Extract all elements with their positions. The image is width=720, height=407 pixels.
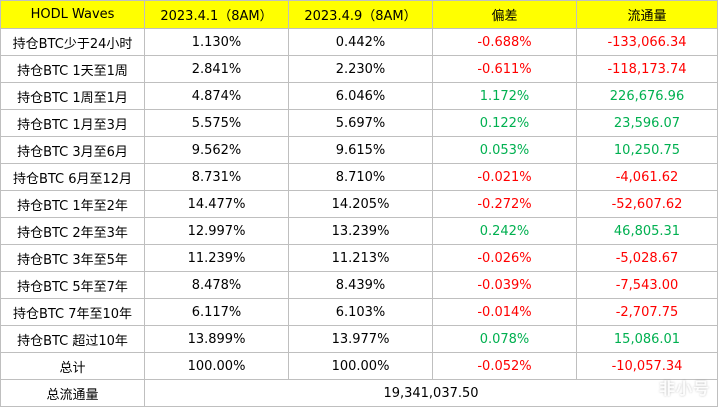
row-deviation: -0.021% bbox=[432, 163, 577, 191]
row-label: 持仓BTC 1周至1月 bbox=[0, 82, 145, 110]
row-value-date-2: 8.439% bbox=[288, 271, 433, 299]
row-deviation: -0.688% bbox=[432, 28, 577, 56]
row-value-date-1: 6.117% bbox=[144, 298, 289, 326]
row-value-date-2: 11.213% bbox=[288, 244, 433, 272]
row-value-date-1: 8.731% bbox=[144, 163, 289, 191]
table-row: 持仓BTC 2年至3年 12.997% 13.239% 0.242% 46,805.31 bbox=[0, 217, 718, 245]
row-value-date-1: 12.997% bbox=[144, 217, 289, 245]
row-value-date-2: 6.103% bbox=[288, 298, 433, 326]
table-row: 总计 100.00% 100.00% -0.052% -10,057.34 bbox=[0, 352, 718, 380]
row-deviation: -0.272% bbox=[432, 190, 577, 218]
row-circulation: -10,057.34 bbox=[576, 352, 718, 380]
row-value-date-2: 14.205% bbox=[288, 190, 433, 218]
row-value-date-2: 2.230% bbox=[288, 55, 433, 83]
table-row: 持仓BTC 3年至5年 11.239% 11.213% -0.026% -5,028.6… bbox=[0, 244, 718, 272]
row-value-date-2: 9.615% bbox=[288, 136, 433, 164]
header-row: HODL Waves 2023.4.1（8AM） 2023.4.9（8AM） 偏… bbox=[0, 0, 718, 29]
row-circulation: -7,543.00 bbox=[576, 271, 718, 299]
row-label: 持仓BTC 1天至1周 bbox=[0, 55, 145, 83]
row-circulation: -5,028.67 bbox=[576, 244, 718, 272]
row-label: 持仓BTC 5年至7年 bbox=[0, 271, 145, 299]
row-circulation: 15,086.01 bbox=[576, 325, 718, 353]
row-value-date-1: 100.00% bbox=[144, 352, 289, 380]
total-supply-value: 19,341,037.50 bbox=[144, 379, 718, 407]
table-row: 持仓BTC 7年至10年 6.117% 6.103% -0.014% -2,707.75 bbox=[0, 298, 718, 326]
row-label: 持仓BTC 1月至3月 bbox=[0, 109, 145, 137]
row-value-date-1: 8.478% bbox=[144, 271, 289, 299]
row-circulation: -52,607.62 bbox=[576, 190, 718, 218]
row-value-date-2: 0.442% bbox=[288, 28, 433, 56]
row-deviation: 0.078% bbox=[432, 325, 577, 353]
row-value-date-1: 14.477% bbox=[144, 190, 289, 218]
row-value-date-1: 11.239% bbox=[144, 244, 289, 272]
row-value-date-1: 9.562% bbox=[144, 136, 289, 164]
row-value-date-2: 100.00% bbox=[288, 352, 433, 380]
table-row: 持仓BTC 1年至2年 14.477% 14.205% -0.272% -52,607.… bbox=[0, 190, 718, 218]
watermark-text: 非小号 bbox=[658, 379, 710, 398]
row-label: 持仓BTC 2年至3年 bbox=[0, 217, 145, 245]
row-label: 持仓BTC 3年至5年 bbox=[0, 244, 145, 272]
row-value-date-2: 13.977% bbox=[288, 325, 433, 353]
row-deviation: -0.039% bbox=[432, 271, 577, 299]
header-hodl-waves: HODL Waves bbox=[0, 0, 145, 29]
row-circulation: 10,250.75 bbox=[576, 136, 718, 164]
table-row: 持仓BTC 1月至3月 5.575% 5.697% 0.122% 23,596.07 bbox=[0, 109, 718, 137]
row-label: 持仓BTC少于24小时 bbox=[0, 28, 145, 56]
header-date-2: 2023.4.9（8AM） bbox=[288, 0, 433, 29]
row-circulation: 226,676.96 bbox=[576, 82, 718, 110]
row-value-date-1: 5.575% bbox=[144, 109, 289, 137]
header-deviation: 偏差 bbox=[432, 0, 577, 29]
row-label: 总计 bbox=[0, 352, 145, 380]
table-row: 持仓BTC 5年至7年 8.478% 8.439% -0.039% -7,543.00 bbox=[0, 271, 718, 299]
total-supply-label: 总流通量 bbox=[0, 379, 145, 407]
table-row: 持仓BTC 6月至12月 8.731% 8.710% -0.021% -4,061.62 bbox=[0, 163, 718, 191]
table-row: 持仓BTC 1天至1周 2.841% 2.230% -0.611% -118,173.7… bbox=[0, 55, 718, 83]
row-deviation: -0.014% bbox=[432, 298, 577, 326]
row-label: 持仓BTC 3月至6月 bbox=[0, 136, 145, 164]
header-date-1: 2023.4.1（8AM） bbox=[144, 0, 289, 29]
header-circulation: 流通量 bbox=[576, 0, 718, 29]
total-supply-row: 总流通量 19,341,037.50 bbox=[0, 379, 718, 407]
row-deviation: 0.053% bbox=[432, 136, 577, 164]
row-value-date-2: 5.697% bbox=[288, 109, 433, 137]
table-body: 持仓BTC少于24小时 1.130% 0.442% -0.688% -133,066.3… bbox=[0, 28, 718, 380]
row-circulation: 46,805.31 bbox=[576, 217, 718, 245]
row-circulation: -4,061.62 bbox=[576, 163, 718, 191]
row-deviation: 0.122% bbox=[432, 109, 577, 137]
row-value-date-1: 13.899% bbox=[144, 325, 289, 353]
row-label: 持仓BTC 超过10年 bbox=[0, 325, 145, 353]
row-value-date-2: 6.046% bbox=[288, 82, 433, 110]
row-label: 持仓BTC 7年至10年 bbox=[0, 298, 145, 326]
watermark: 非小号 bbox=[636, 375, 710, 399]
row-circulation: 23,596.07 bbox=[576, 109, 718, 137]
row-circulation: -2,707.75 bbox=[576, 298, 718, 326]
row-label: 持仓BTC 1年至2年 bbox=[0, 190, 145, 218]
row-label: 持仓BTC 6月至12月 bbox=[0, 163, 145, 191]
table-row: 持仓BTC少于24小时 1.130% 0.442% -0.688% -133,066.3… bbox=[0, 28, 718, 56]
table-row: 持仓BTC 超过10年 13.899% 13.977% 0.078% 15,086.01 bbox=[0, 325, 718, 353]
table-row: 持仓BTC 1周至1月 4.874% 6.046% 1.172% 226,676.96 bbox=[0, 82, 718, 110]
watermark-logo-icon bbox=[636, 380, 655, 394]
row-value-date-1: 4.874% bbox=[144, 82, 289, 110]
row-deviation: -0.611% bbox=[432, 55, 577, 83]
row-deviation: -0.026% bbox=[432, 244, 577, 272]
row-value-date-1: 1.130% bbox=[144, 28, 289, 56]
table-row: 持仓BTC 3月至6月 9.562% 9.615% 0.053% 10,250.75 bbox=[0, 136, 718, 164]
row-value-date-1: 2.841% bbox=[144, 55, 289, 83]
row-value-date-2: 8.710% bbox=[288, 163, 433, 191]
row-value-date-2: 13.239% bbox=[288, 217, 433, 245]
row-deviation: -0.052% bbox=[432, 352, 577, 380]
row-deviation: 0.242% bbox=[432, 217, 577, 245]
row-deviation: 1.172% bbox=[432, 82, 577, 110]
row-circulation: -118,173.74 bbox=[576, 55, 718, 83]
row-circulation: -133,066.34 bbox=[576, 28, 718, 56]
